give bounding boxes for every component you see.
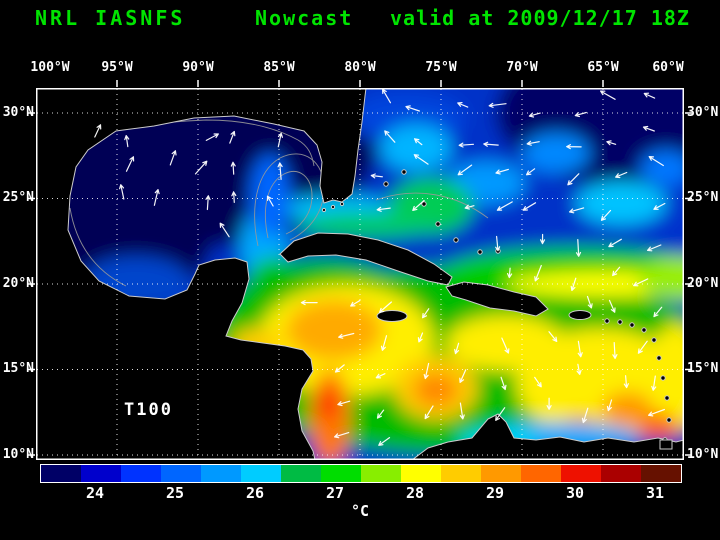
colorbar-tick-label: 24 — [85, 484, 105, 502]
loop-current-inner-contour — [265, 171, 313, 239]
colorbar-cell — [361, 465, 401, 482]
map-border — [28, 80, 692, 460]
north-america-landmass — [36, 88, 367, 460]
y-axis-tick-label-left: 15°N — [2, 361, 34, 376]
x-axis-tick-label: 65°W — [587, 60, 619, 75]
x-axis-tick-label: 75°W — [425, 60, 457, 75]
south-america-landmass — [411, 413, 684, 460]
colorbar-tick-label: 27 — [325, 484, 345, 502]
y-axis-tick-label-left: 30°N — [2, 105, 34, 120]
hispaniola-island — [445, 281, 549, 317]
colorbar-cell — [401, 465, 441, 482]
colorbar-tick-label: 31 — [645, 484, 665, 502]
x-axis-tick-label: 90°W — [182, 60, 214, 75]
current-vectors-layer — [94, 88, 666, 446]
colorbar-unit: °C — [350, 502, 370, 520]
land-layer — [36, 88, 684, 460]
x-axis-tick-label: 70°W — [506, 60, 538, 75]
colorbar-cell — [41, 465, 81, 482]
y-axis-tick-label-right: 25°N — [687, 190, 719, 205]
colorbar-cell — [561, 465, 601, 482]
x-axis-tick-label: 80°W — [344, 60, 376, 75]
colorbar-tick-label: 26 — [245, 484, 265, 502]
colorbar-cell — [521, 465, 561, 482]
x-axis-tick-label: 100°W — [30, 60, 70, 75]
colorbar-tick-label: 30 — [565, 484, 585, 502]
colorbar-cell — [201, 465, 241, 482]
loop-current-contour — [254, 153, 325, 247]
current-vector-arrows — [94, 88, 666, 446]
y-axis-tick-label-left: 20°N — [2, 276, 34, 291]
bahamas-islands — [383, 169, 501, 255]
colorbar-cell — [241, 465, 281, 482]
colorbar-cell — [321, 465, 361, 482]
colorbar-tick-label: 28 — [405, 484, 425, 502]
y-axis-tick-label-left: 10°N — [2, 447, 34, 462]
x-axis-tick-label: 95°W — [101, 60, 133, 75]
bahamas-contour — [375, 192, 489, 219]
title-model: NRL IASNFS — [35, 6, 186, 30]
colorbar-tick-label: 25 — [165, 484, 185, 502]
colorbar-tick-label: 29 — [485, 484, 505, 502]
campeche-shelf-contour — [69, 207, 127, 287]
y-axis-tick-label-right: 30°N — [687, 105, 719, 120]
map-canvas: T100 — [28, 80, 692, 460]
puerto-rico-island — [568, 310, 592, 320]
y-axis-tick-label-right: 15°N — [687, 361, 719, 376]
x-axis-tick-label: 60°W — [652, 60, 684, 75]
colorbar-cell — [281, 465, 321, 482]
axis-tick-marks — [28, 80, 692, 456]
cuba-island — [279, 232, 453, 286]
colorbar-cell — [481, 465, 521, 482]
grid-layer — [37, 89, 683, 459]
title-product: Nowcast — [255, 6, 354, 30]
depth-annotation: T100 — [124, 400, 173, 420]
colorbar — [40, 464, 682, 483]
lesser-antilles-islands — [604, 318, 673, 450]
colorbar-cell — [641, 465, 681, 482]
colorbar-cell — [121, 465, 161, 482]
colorbar-cell — [601, 465, 641, 482]
y-axis-tick-label-right: 10°N — [687, 447, 719, 462]
florida-keys — [321, 201, 345, 213]
title-valid-time: valid at 2009/12/17 18Z — [390, 6, 690, 30]
colorbar-cell — [441, 465, 481, 482]
y-axis-tick-label-right: 20°N — [687, 276, 719, 291]
colorbar-cell — [161, 465, 201, 482]
y-axis-tick-label-left: 25°N — [2, 190, 34, 205]
trinidad-island — [659, 439, 673, 450]
jamaica-island — [376, 310, 408, 322]
colorbar-cell — [81, 465, 121, 482]
x-axis-tick-label: 85°W — [263, 60, 295, 75]
